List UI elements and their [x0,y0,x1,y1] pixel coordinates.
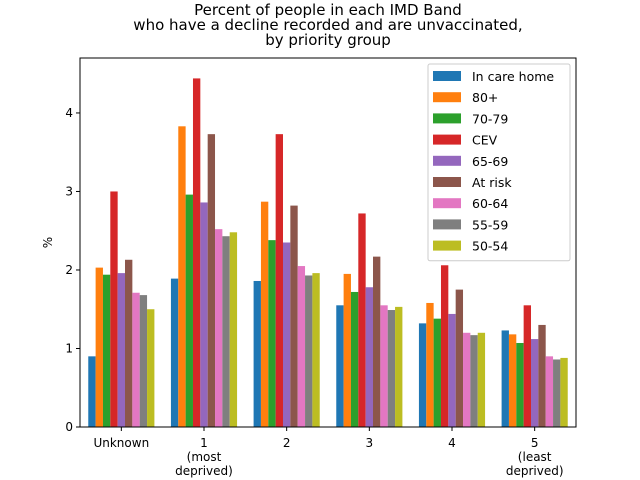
bar [463,332,471,427]
legend-label: 65-69 [472,154,508,169]
legend-swatch [433,71,461,81]
legend-swatch [433,155,461,166]
bar [433,318,441,427]
bar [440,265,449,427]
bar [147,309,155,427]
bar [387,310,396,427]
bar [268,240,276,427]
legend-swatch [433,177,461,187]
bar [95,267,103,427]
bar [200,202,208,427]
chart-title-line: who have a decline recorded and are unva… [133,16,522,34]
bar [455,289,464,427]
bar [170,278,179,427]
plot-frame [79,57,577,428]
y-tick-label: 2 [65,263,73,277]
legend-label: 55-59 [472,217,508,232]
bar [102,274,111,427]
x-tick-label: deprived) [175,464,233,478]
bar [215,229,223,427]
bar [207,134,216,427]
y-tick-label: 3 [65,184,73,198]
bar [560,357,568,427]
bar [290,205,298,427]
bar [222,236,230,427]
legend: In care home 80+ 70-79 CEV 65-69 At risk 60-64… [427,63,571,262]
bar [125,259,133,427]
bar [185,194,193,427]
legend-swatch [433,92,461,103]
chart-title-line: Percent of people in each IMD Band [194,1,462,19]
bar [178,126,186,427]
bar [358,213,366,427]
bar [418,323,427,427]
bar [305,275,313,427]
legend-label: CEV [472,133,498,148]
bar [139,295,148,427]
bar [380,305,388,427]
legend-label: 80+ [472,90,498,105]
bar [312,273,320,427]
legend-swatch [433,113,461,124]
bar [275,134,283,427]
bar [192,78,201,427]
bar [395,306,403,427]
bar [530,339,539,427]
bar [110,191,118,427]
bar [117,273,126,427]
x-tick-label: 3 [366,436,374,450]
x-tick-label: (most [187,450,222,464]
bar [260,201,269,427]
bar [373,256,381,427]
bar [229,232,238,427]
chart-title-line: by priority group [265,31,391,49]
legend-label: 70-79 [472,111,508,126]
y-axis-label: % [41,237,55,248]
bar [336,305,344,427]
legend-swatch [433,219,461,230]
bar [470,335,478,427]
legend-label: 50-54 [472,239,508,254]
x-tick-label: 2 [283,436,291,450]
y-tick-label: 4 [65,106,73,120]
legend-label: 60-64 [472,196,508,211]
legend-swatch [433,198,461,209]
bar [545,356,554,427]
bar [343,273,351,427]
legend-label: In care home [472,69,554,84]
bar [297,266,306,427]
legend-label: At risk [472,175,512,190]
x-tick-label: 5 [531,436,539,450]
y-tick-label: 0 [65,420,73,434]
bar [538,324,546,427]
bar [553,359,561,427]
bar [448,313,456,427]
bar [88,356,96,427]
x-tick-label: Unknown [93,436,149,450]
x-tick-label: deprived) [506,464,564,478]
bar [523,305,531,427]
bar [282,242,291,427]
legend-frame [427,63,571,262]
x-tick-label: 1 [200,436,208,450]
bar [253,280,261,427]
bar [516,342,524,427]
y-tick-label: 1 [65,341,73,355]
bar [477,332,486,427]
bar [426,302,434,427]
x-tick-label: (least [518,450,552,464]
bar [132,292,140,427]
legend-swatch [433,134,461,145]
bars [88,78,568,427]
x-tick-label: 4 [448,436,456,450]
legend-swatch [433,240,461,251]
bar [365,287,374,427]
bar [350,291,359,427]
bar [501,330,509,427]
bar [508,334,517,427]
